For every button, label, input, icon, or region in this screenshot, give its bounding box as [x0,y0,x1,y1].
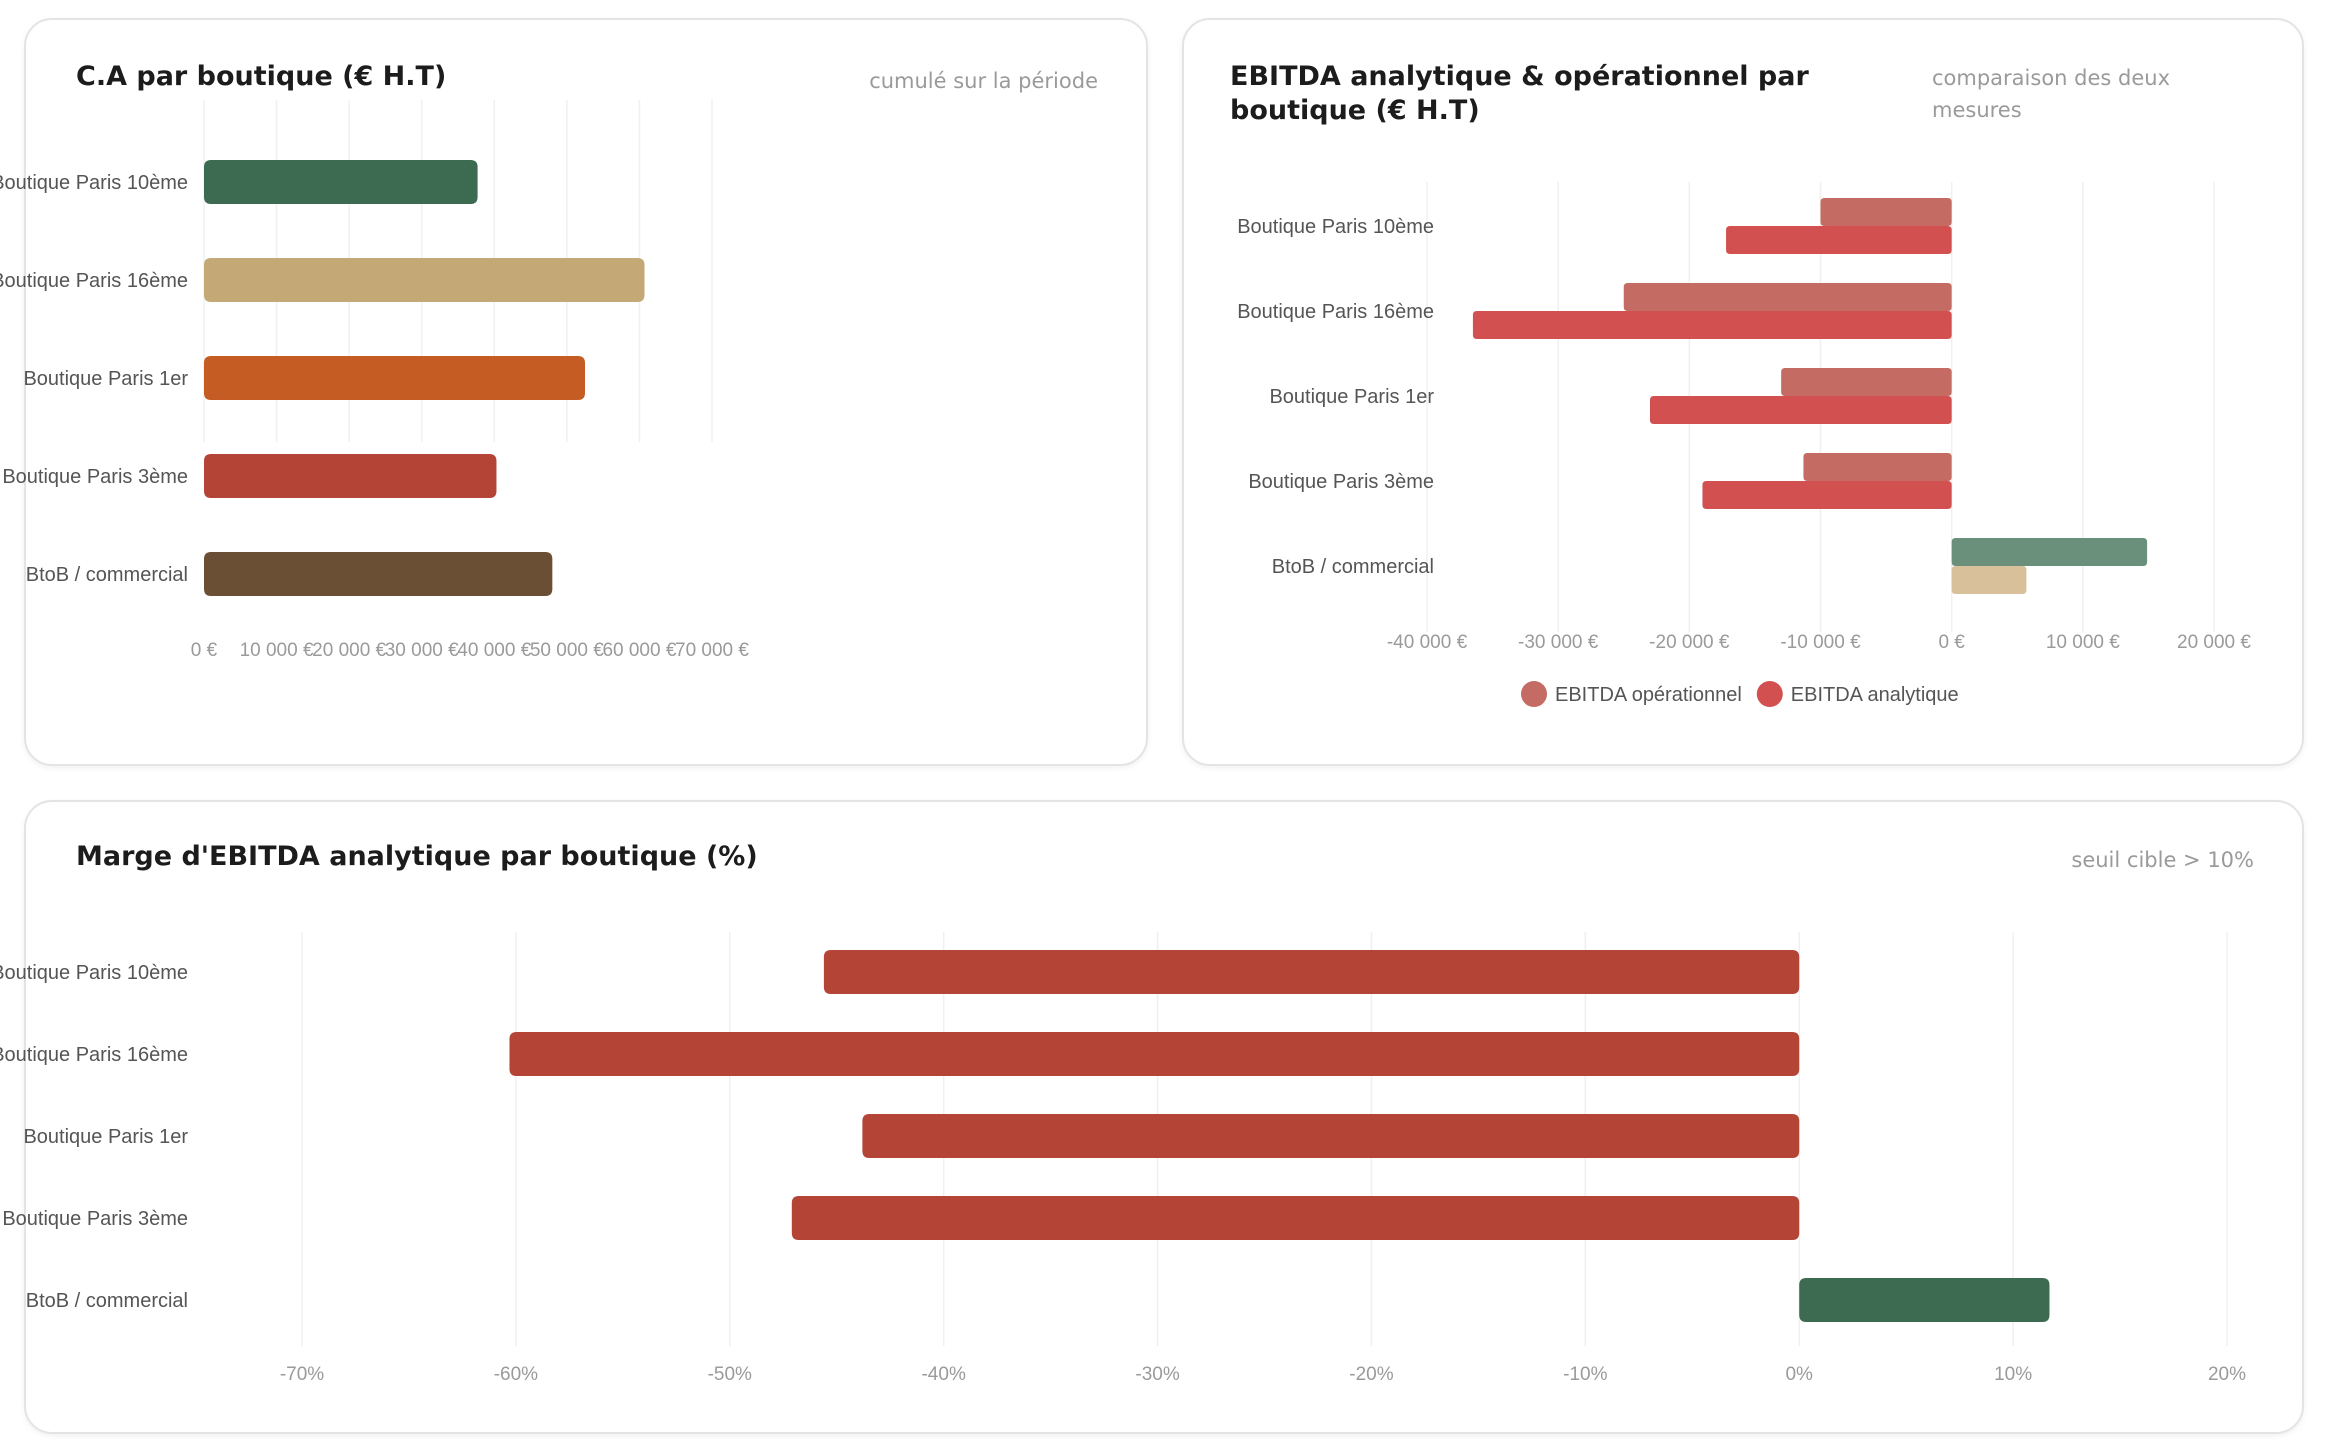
ebitda-chart-title: EBITDA analytique & opérationnel par bou… [1230,61,1809,126]
bar-boutique-paris-1er [862,1114,1800,1158]
category-label-boutique-paris-16eme: Boutique Paris 16ème [1237,301,1434,323]
ebitda-chart-subtitle: comparaison des deux mesures [1932,66,2171,122]
x-tick-label: -10% [1563,1364,1607,1385]
category-label-btob-commercial: BtoB / commercial [1272,556,1434,578]
bar-ebitda-operationnel-boutique-paris-1er [1781,368,1952,396]
x-tick-label: -20% [1349,1364,1393,1385]
x-tick-label: 0 € [191,640,218,661]
bar-ebitda-analytique-boutique-paris-10eme [1726,226,1952,254]
marge-chart-card: Marge d'EBITDA analytique par boutique (… [0,800,2304,1434]
x-tick-label: 0% [1785,1364,1813,1385]
ebitda-chart-card: EBITDA analytique & opérationnel par bou… [1182,18,2304,766]
bar-ebitda-analytique-boutique-paris-16eme [1472,311,1952,339]
category-label-boutique-paris-16eme: Boutique Paris 16ème [0,1044,188,1066]
bar-btob-commercial [1799,1278,2050,1322]
legend-swatch-ebitda-analytique [1756,681,1783,707]
bar-boutique-paris-3eme [204,454,497,498]
bar-boutique-paris-16eme [509,1032,1800,1076]
bar-boutique-paris-1er [204,356,585,400]
bar-ebitda-operationnel-boutique-paris-16eme [1623,283,1952,311]
x-tick-label: 0 € [1938,632,1965,653]
x-tick-label: -40 000 € [1387,632,1468,653]
ca-chart-title: C.A par boutique (€ H.T) [76,61,447,92]
x-tick-label: -30 000 € [1518,632,1599,653]
x-tick-label: -50% [708,1364,752,1385]
x-tick-label: 50 000 € [530,640,604,661]
category-label-boutique-paris-1er: Boutique Paris 1er [23,1126,188,1148]
legend-label-ebitda-operationnel: EBITDA opérationnel [1555,684,1742,706]
marge-chart-title: Marge d'EBITDA analytique par boutique (… [76,841,758,872]
marge-bar-chart: -70% -60% -50% -40% -30% -20% -10% 0% 10% 20% Bout… [0,932,2246,1385]
category-label-boutique-paris-1er: Boutique Paris 1er [1269,386,1434,408]
bar-boutique-paris-10eme [204,160,478,204]
x-tick-label: -10 000 € [1780,632,1861,653]
x-tick-label: 40 000 € [457,640,531,661]
legend-swatch-ebitda-operationnel [1521,681,1547,707]
marge-chart-subtitle: seuil cible > 10% [2071,848,2254,872]
category-label-boutique-paris-10eme: Boutique Paris 10ème [1237,216,1434,238]
ca-chart-card: C.A par boutique (€ H.T) cumulé sur la p… [0,18,1148,766]
x-tick-label: 20 000 € [2177,632,2251,653]
x-tick-label: -40% [921,1364,965,1385]
bar-ebitda-analytique-btob-commercial [1951,566,2027,594]
x-tick-label: 20 000 € [312,640,386,661]
bar-btob-commercial [204,552,553,596]
x-tick-label: 10 000 € [240,640,314,661]
bar-boutique-paris-3eme [791,1196,1800,1240]
ca-bar-chart: 0 € 10 000 €20 000 €30 000 €40 000 €50 00… [0,100,749,661]
x-tick-label: 60 000 € [602,640,676,661]
category-label-boutique-paris-16eme: Boutique Paris 16ème [0,270,188,292]
x-tick-label: 10% [1994,1364,2032,1385]
bar-ebitda-analytique-boutique-paris-1er [1649,396,1952,424]
category-label-boutique-paris-3eme: Boutique Paris 3ème [1248,471,1434,493]
ca-chart-subtitle: cumulé sur la période [869,69,1098,93]
x-tick-label: 30 000 € [385,640,459,661]
category-label-boutique-paris-10eme: Boutique Paris 10ème [0,962,188,984]
category-label-btob-commercial: BtoB / commercial [26,564,188,586]
x-tick-label: -60% [494,1364,538,1385]
category-label-btob-commercial: BtoB / commercial [26,1290,188,1312]
bar-ebitda-operationnel-boutique-paris-3eme [1803,453,1952,481]
category-label-boutique-paris-3eme: Boutique Paris 3ème [2,466,188,488]
x-tick-label: -70% [280,1364,324,1385]
x-tick-label: -30% [1135,1364,1179,1385]
bar-boutique-paris-10eme [823,950,1800,994]
x-tick-label: 20% [2208,1364,2246,1385]
bar-boutique-paris-16eme [204,258,645,302]
legend-label-ebitda-analytique: EBITDA analytique [1791,684,1959,706]
x-tick-label: 10 000 € [2046,632,2120,653]
ebitda-bar-chart: -40 000 € -30 000 € -20 000 € -10 000 € 0 € 1… [1237,182,2251,707]
bar-ebitda-operationnel-btob-commercial [1951,538,2148,566]
bar-ebitda-operationnel-boutique-paris-10eme [1820,198,1952,226]
category-label-boutique-paris-3eme: Boutique Paris 3ème [2,1208,188,1230]
category-label-boutique-paris-1er: Boutique Paris 1er [23,368,188,390]
bar-ebitda-analytique-boutique-paris-3eme [1702,481,1952,509]
x-tick-label: 70 000 € [675,640,749,661]
x-tick-label: -20 000 € [1649,632,1730,653]
category-label-boutique-paris-10eme: Boutique Paris 10ème [0,172,188,194]
